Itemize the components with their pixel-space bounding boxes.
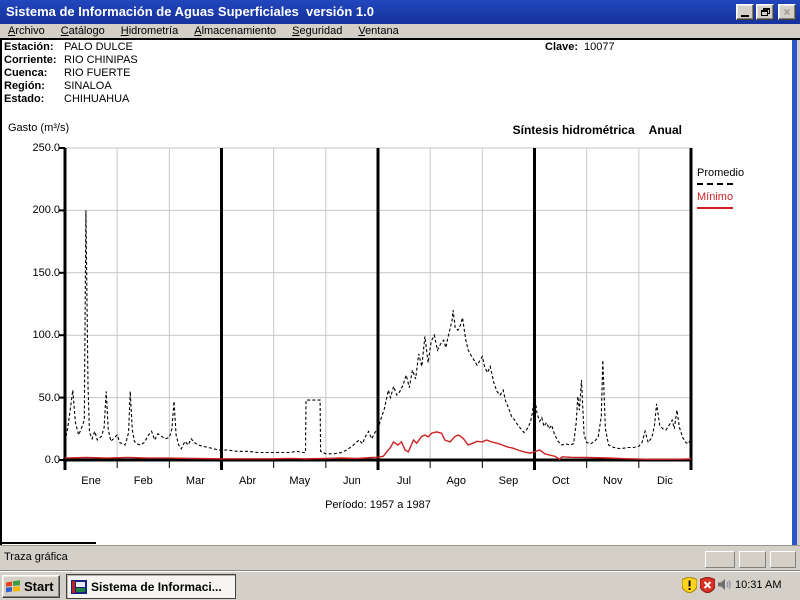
- station-row: Estado: CHIHUAHUA: [4, 93, 138, 106]
- minimize-button[interactable]: [736, 4, 754, 20]
- station-value: RIO CHINIPAS: [64, 54, 138, 66]
- window-right-border: [792, 40, 797, 545]
- y-tick-label: 250.0: [32, 142, 60, 154]
- y-tick-label: 100.0: [32, 329, 60, 342]
- client-top-edge: [0, 38, 800, 40]
- x-month-label: Jul: [397, 475, 412, 487]
- clave-value: 10077: [584, 41, 615, 53]
- station-row: Cuenca: RIO FUERTE: [4, 67, 138, 80]
- window-title: Sistema de Información de Aguas Superfic…: [6, 4, 374, 19]
- menu-item-almacenamiento[interactable]: Almacenamiento: [194, 25, 277, 37]
- y-tick-label: 0.0: [44, 454, 60, 466]
- menu-item-seguridad[interactable]: Seguridad: [292, 25, 343, 37]
- station-value: RIO FUERTE: [64, 67, 131, 79]
- chart-subtitle: Síntesis hidrométrica Anual: [430, 123, 682, 137]
- x-month-label: Feb: [133, 475, 153, 487]
- restore-button[interactable]: [756, 4, 774, 20]
- legend-label-minimo: Mínimo: [697, 191, 734, 203]
- close-icon: ×: [783, 5, 791, 19]
- x-month-label: Dic: [656, 475, 673, 487]
- clave-label: Clave:: [545, 41, 579, 53]
- legend-line-sample: [697, 183, 733, 185]
- taskbar-app-label: Sistema de Informaci...: [91, 579, 222, 594]
- status-bar: Traza gráfica: [0, 545, 800, 570]
- status-pane: [705, 551, 735, 568]
- legend-label-promedio: Promedio: [697, 167, 745, 179]
- taskbar-clock[interactable]: 10:31 AM: [735, 579, 782, 591]
- menu-bar: Archivo Catálogo Hidrometría Almacenamiento…: [0, 24, 800, 38]
- start-button[interactable]: Start: [2, 575, 60, 598]
- security-error-shield-icon[interactable]: [699, 576, 716, 594]
- x-month-label: Mar: [185, 475, 205, 487]
- start-label: Start: [24, 579, 54, 594]
- window-titlebar: Sistema de Información de Aguas Superfic…: [0, 0, 800, 24]
- station-label: Corriente:: [4, 54, 57, 66]
- station-info: Estación: PALO DULCE Corriente: RIO CHIN…: [4, 41, 138, 106]
- taskbar-app-button[interactable]: Sistema de Informaci...: [66, 574, 236, 599]
- legend-line-sample: [697, 207, 733, 209]
- taskbar: Start Sistema de Informaci...: [0, 570, 800, 600]
- volume-icon[interactable]: [717, 577, 732, 593]
- x-month-label: Ago: [446, 475, 467, 487]
- menu-item-archivo[interactable]: Archivo: [8, 25, 45, 37]
- station-value: CHIHUAHUA: [64, 93, 130, 105]
- y-tick-label: 150.0: [32, 266, 60, 279]
- menu-item-hidrometria[interactable]: Hidrometría: [120, 25, 179, 37]
- app-icon: [71, 579, 87, 594]
- menu-item-ventana[interactable]: Ventana: [358, 25, 399, 37]
- minimize-icon: [741, 15, 749, 17]
- station-label: Estación:: [4, 41, 54, 53]
- x-month-label: Ene: [81, 475, 101, 487]
- chart-subtitle-text: Síntesis hidrométrica: [512, 123, 635, 137]
- station-value: PALO DULCE: [64, 41, 133, 53]
- y-tick-label: 50.0: [38, 391, 60, 404]
- x-month-label: Sep: [498, 475, 519, 487]
- station-row: Corriente: RIO CHINIPAS: [4, 54, 138, 67]
- status-pane: [770, 551, 796, 568]
- restore-icon: [760, 8, 770, 16]
- x-month-label: Oct: [552, 475, 570, 487]
- station-label: Estado:: [4, 93, 45, 105]
- station-row: Región: SINALOA: [4, 80, 138, 93]
- x-month-label: May: [289, 475, 311, 487]
- status-pane: [739, 551, 766, 568]
- station-key: Clave: 10077: [545, 41, 615, 54]
- chart-y-axis-title: Gasto (m³/s): [8, 122, 70, 134]
- station-label: Región:: [4, 80, 45, 92]
- station-label: Cuenca:: [4, 67, 48, 79]
- menu-item-catalogo[interactable]: Catálogo: [60, 25, 105, 37]
- y-tick-label: 200.0: [32, 204, 60, 217]
- x-month-label: Abr: [239, 475, 257, 487]
- windows-logo-icon: [6, 580, 20, 593]
- x-month-label: Jun: [343, 475, 361, 487]
- station-row: Estación: PALO DULCE: [4, 41, 138, 54]
- period-label: Período: 1957 a 1987: [325, 499, 431, 511]
- station-value: SINALOA: [64, 80, 112, 92]
- client-area: [0, 40, 792, 545]
- security-warning-shield-icon[interactable]: [681, 576, 698, 594]
- chart-legend: Promedio Mínimo: [697, 167, 744, 215]
- status-text: Traza gráfica: [4, 551, 68, 563]
- close-button[interactable]: ×: [778, 4, 796, 20]
- client-bottom-edge: [0, 542, 96, 544]
- chart-subtitle-mode: Anual: [648, 123, 682, 137]
- x-month-label: Nov: [602, 475, 623, 487]
